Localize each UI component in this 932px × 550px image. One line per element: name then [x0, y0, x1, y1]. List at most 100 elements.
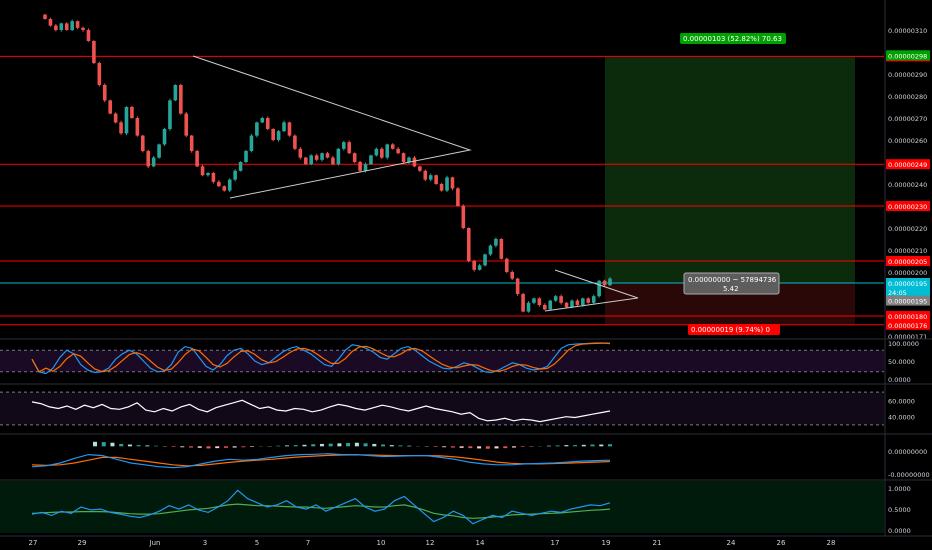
osc-tick-label: 100.0000 — [888, 340, 919, 348]
time-tick-label: 26 — [777, 539, 786, 547]
candle — [282, 122, 286, 132]
loss-label: 0.00000019 (9.74%) 0 — [691, 326, 770, 334]
candle — [396, 148, 400, 154]
candle — [483, 254, 487, 266]
candle — [70, 21, 74, 30]
osc-tick-label: 0.0000 — [888, 527, 911, 535]
time-tick-label: 19 — [602, 539, 611, 547]
candle — [211, 173, 216, 182]
macd-histogram-bar — [546, 445, 551, 447]
candle — [179, 85, 183, 114]
macd-histogram-bar — [511, 446, 516, 448]
candle — [461, 206, 466, 228]
candle — [108, 100, 112, 114]
macd-histogram-bar — [302, 444, 307, 447]
time-tick-label: 7 — [306, 539, 310, 547]
candle — [54, 25, 58, 30]
macd-histogram-bar — [189, 446, 194, 448]
candle — [488, 245, 493, 255]
macd-histogram-bar — [328, 443, 333, 447]
time-tick-label: 17 — [551, 539, 560, 547]
candle — [515, 278, 520, 294]
candle — [407, 157, 411, 162]
candle — [352, 153, 357, 162]
candle — [309, 155, 314, 165]
osc-tick-label: 0.00000000 — [888, 448, 927, 456]
osc-tick-label: -0.00000000 — [888, 471, 930, 479]
price-tick-label: 0.00000200 — [888, 269, 927, 277]
price-tick-label: 0.00000171 — [888, 333, 927, 341]
time-tick-label: 27 — [29, 539, 38, 547]
candle — [97, 63, 102, 85]
candle — [146, 151, 151, 167]
candle — [472, 261, 476, 270]
price-tick-label: 0.00000240 — [888, 181, 927, 189]
candle — [537, 298, 542, 305]
rsi-band — [0, 392, 884, 425]
candle — [276, 131, 281, 140]
candle — [358, 162, 362, 171]
macd-histogram-bar — [590, 444, 595, 447]
macd-histogram-bar — [581, 444, 586, 447]
stoch-k-line — [31, 342, 611, 375]
candle — [238, 162, 243, 171]
osc-tick-label: 0.5000 — [888, 506, 911, 514]
triangle-pattern-2 — [544, 269, 639, 312]
profit-label: 0.00000103 (52.82%) 70.63 — [683, 35, 782, 43]
candle — [206, 173, 210, 176]
price-tick-label: 0.00000210 — [888, 247, 927, 255]
macd-histogram-bar — [503, 446, 508, 449]
candle — [597, 280, 601, 297]
price-tick-label: 0.00000260 — [888, 137, 927, 145]
candle — [504, 258, 509, 272]
loss-label-box — [688, 324, 780, 335]
candle — [255, 122, 259, 136]
measure-text-1: 0.00000000 ~ 57894736 — [688, 276, 777, 284]
price-tag-label: 0.00000195 — [888, 298, 927, 306]
candle — [48, 19, 53, 26]
candle — [412, 157, 417, 167]
candle — [260, 118, 265, 123]
candle — [390, 144, 395, 149]
candle — [331, 157, 335, 165]
macd-histogram-bar — [311, 444, 316, 447]
price-tag-label: 24:05 — [888, 289, 907, 297]
macd-histogram-bar — [398, 445, 403, 447]
candle — [591, 296, 596, 303]
time-tick-label: 12 — [426, 539, 435, 547]
candle — [102, 85, 107, 101]
osc-tick-label: 1.0000 — [888, 485, 911, 493]
macd-histogram-bar — [564, 445, 569, 447]
candle — [559, 296, 563, 303]
profit-zone — [605, 56, 855, 284]
candle — [227, 179, 232, 191]
candle — [363, 164, 368, 171]
macd-histogram-bar — [442, 446, 447, 448]
candle — [423, 170, 428, 180]
candle — [347, 142, 352, 154]
candle — [298, 148, 303, 158]
candle — [303, 157, 308, 165]
macd-histogram-bar — [197, 446, 202, 448]
candle — [570, 300, 574, 308]
candle — [521, 294, 525, 312]
time-tick-label: 3 — [203, 539, 207, 547]
candle — [244, 151, 248, 162]
macd-histogram-bar — [110, 442, 115, 447]
macd-histogram-bar — [363, 443, 368, 447]
candle — [265, 118, 270, 129]
candle — [401, 153, 406, 162]
candle — [43, 14, 47, 19]
candle — [439, 184, 444, 191]
macd-histogram-bar — [206, 446, 211, 449]
level-price-tag — [886, 159, 930, 170]
macd-histogram-bar — [241, 446, 246, 448]
level-price-label: 0.00000176 — [888, 322, 927, 330]
candle — [287, 122, 292, 136]
candle — [510, 272, 515, 279]
indicator4-line — [31, 489, 611, 525]
candle — [222, 186, 227, 191]
macd-histogram-bar — [215, 446, 220, 449]
macd-line — [31, 453, 611, 469]
